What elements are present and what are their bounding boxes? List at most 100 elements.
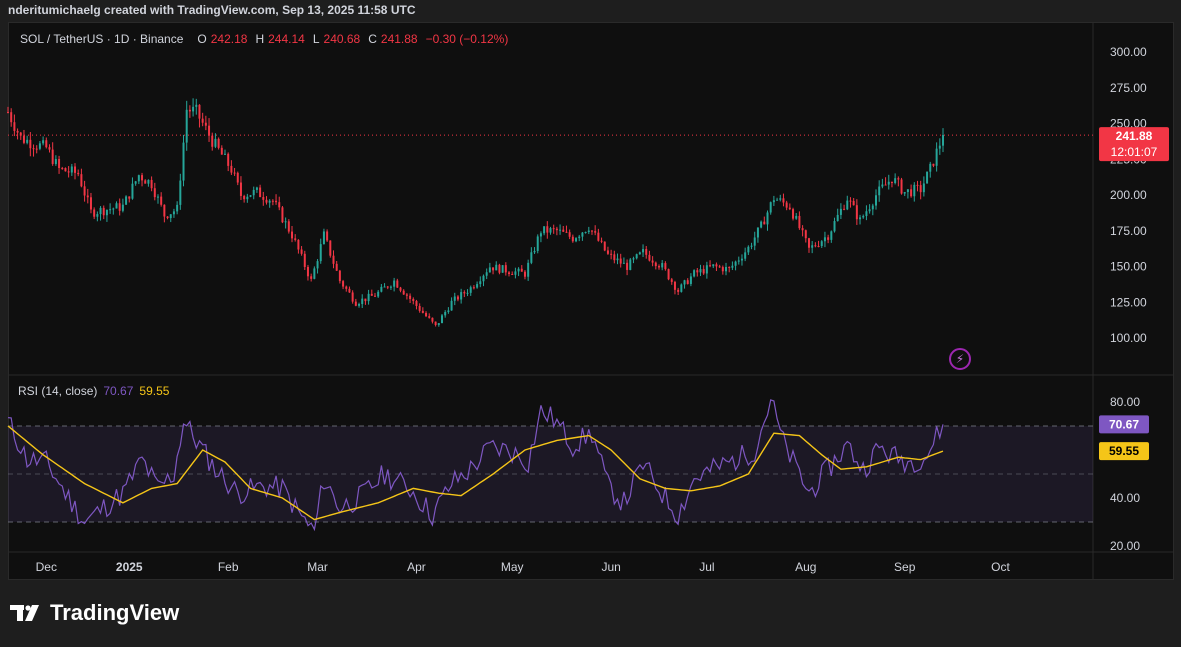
candle-body xyxy=(632,258,635,260)
candle-body xyxy=(166,216,169,219)
rsi-line xyxy=(7,399,944,532)
rsi-tick-label: 20.00 xyxy=(1110,539,1140,553)
time-tick-label: Apr xyxy=(407,560,426,574)
candle-body xyxy=(485,272,488,276)
low-label: L xyxy=(312,32,320,46)
candle-body xyxy=(386,286,389,288)
candle-body xyxy=(112,208,115,210)
candle-body xyxy=(13,122,16,131)
candle-body xyxy=(156,196,159,198)
candle-body xyxy=(342,281,345,287)
candle-body xyxy=(428,316,431,318)
candle-body xyxy=(488,267,491,273)
candle-body xyxy=(495,264,498,271)
candle-body xyxy=(884,184,887,186)
candle-body xyxy=(514,271,517,275)
time-tick-label: Mar xyxy=(307,560,328,574)
candle-body xyxy=(846,200,849,210)
candle-body xyxy=(753,237,756,246)
candle-body xyxy=(549,228,552,233)
candle-body xyxy=(750,245,753,247)
candle-body xyxy=(201,118,204,123)
candle-body xyxy=(680,284,683,292)
rsi-ma-line xyxy=(7,425,944,521)
candle-body xyxy=(552,228,555,230)
candle-body xyxy=(421,310,424,313)
candle-body xyxy=(217,138,220,148)
candle-body xyxy=(297,239,300,250)
candle-body xyxy=(897,178,900,180)
candle-body xyxy=(131,183,134,199)
lightning-icon[interactable]: ⚡ xyxy=(949,348,971,370)
candle-body xyxy=(776,199,779,201)
candle-body xyxy=(281,207,284,223)
candle-body xyxy=(74,166,77,173)
candle-body xyxy=(19,132,22,136)
last-price-badge xyxy=(1099,127,1169,162)
candle-body xyxy=(645,249,648,255)
candle-body xyxy=(476,284,479,288)
candle-body xyxy=(48,147,51,150)
candle-body xyxy=(160,196,163,205)
candle-body xyxy=(89,197,92,210)
price-tick-label: 125.00 xyxy=(1110,295,1147,309)
candle-body xyxy=(236,172,239,183)
candle-body xyxy=(105,209,108,216)
candle-body xyxy=(935,148,938,166)
candle-body xyxy=(523,271,526,277)
rsi-tick-label: 40.00 xyxy=(1110,491,1140,505)
price-tick-label: 150.00 xyxy=(1110,260,1147,274)
candle-body xyxy=(613,254,616,261)
candle-body xyxy=(460,292,463,300)
candle-body xyxy=(259,187,262,198)
candle-body xyxy=(942,135,945,146)
candle-body xyxy=(275,200,278,203)
candle-body xyxy=(661,263,664,268)
open-value: 242.18 xyxy=(210,32,248,46)
candle-body xyxy=(255,187,258,190)
candle-body xyxy=(246,196,249,200)
rsi-label[interactable]: RSI (14, close) xyxy=(18,384,98,398)
candle-body xyxy=(677,289,680,292)
candle-body xyxy=(843,208,846,210)
high-label: H xyxy=(255,32,265,46)
candle-body xyxy=(93,209,96,217)
candle-body xyxy=(252,189,255,196)
candle-body xyxy=(80,174,83,187)
candle-body xyxy=(501,265,504,273)
candle-body xyxy=(744,252,747,259)
candle-body xyxy=(482,275,485,282)
symbol-label[interactable]: SOL / TetherUS · 1D · Binance xyxy=(20,32,184,46)
candle-body xyxy=(635,254,638,259)
candle-body xyxy=(463,292,466,294)
candle-body xyxy=(788,207,791,210)
candle-body xyxy=(322,231,325,245)
candle-body xyxy=(7,112,9,114)
time-tick-label: Feb xyxy=(218,560,239,574)
candle-body xyxy=(77,172,80,175)
candle-body xyxy=(565,231,568,233)
rsi-ma-badge-value: 59.55 xyxy=(1109,444,1139,458)
candle-body xyxy=(109,209,112,211)
high-value: 244.14 xyxy=(268,32,305,46)
candle-body xyxy=(910,189,913,197)
rsi-legend: RSI (14, close) 70.67 59.55 xyxy=(18,384,169,398)
candle-body xyxy=(890,181,893,184)
candle-body xyxy=(137,175,140,182)
candle-body xyxy=(389,286,392,288)
candle-body xyxy=(938,145,941,149)
tradingview-logo[interactable]: TradingView xyxy=(10,600,179,626)
candle-body xyxy=(865,211,868,217)
price-tick-label: 200.00 xyxy=(1110,188,1147,202)
candle-body xyxy=(169,214,172,219)
candle-body xyxy=(594,231,597,233)
candle-body xyxy=(737,260,740,262)
candle-body xyxy=(539,233,542,237)
candle-body xyxy=(693,270,696,277)
candle-body xyxy=(578,236,581,239)
candle-body xyxy=(559,229,562,231)
candle-body xyxy=(626,262,629,270)
candle-body xyxy=(916,184,919,186)
candle-body xyxy=(562,229,565,232)
